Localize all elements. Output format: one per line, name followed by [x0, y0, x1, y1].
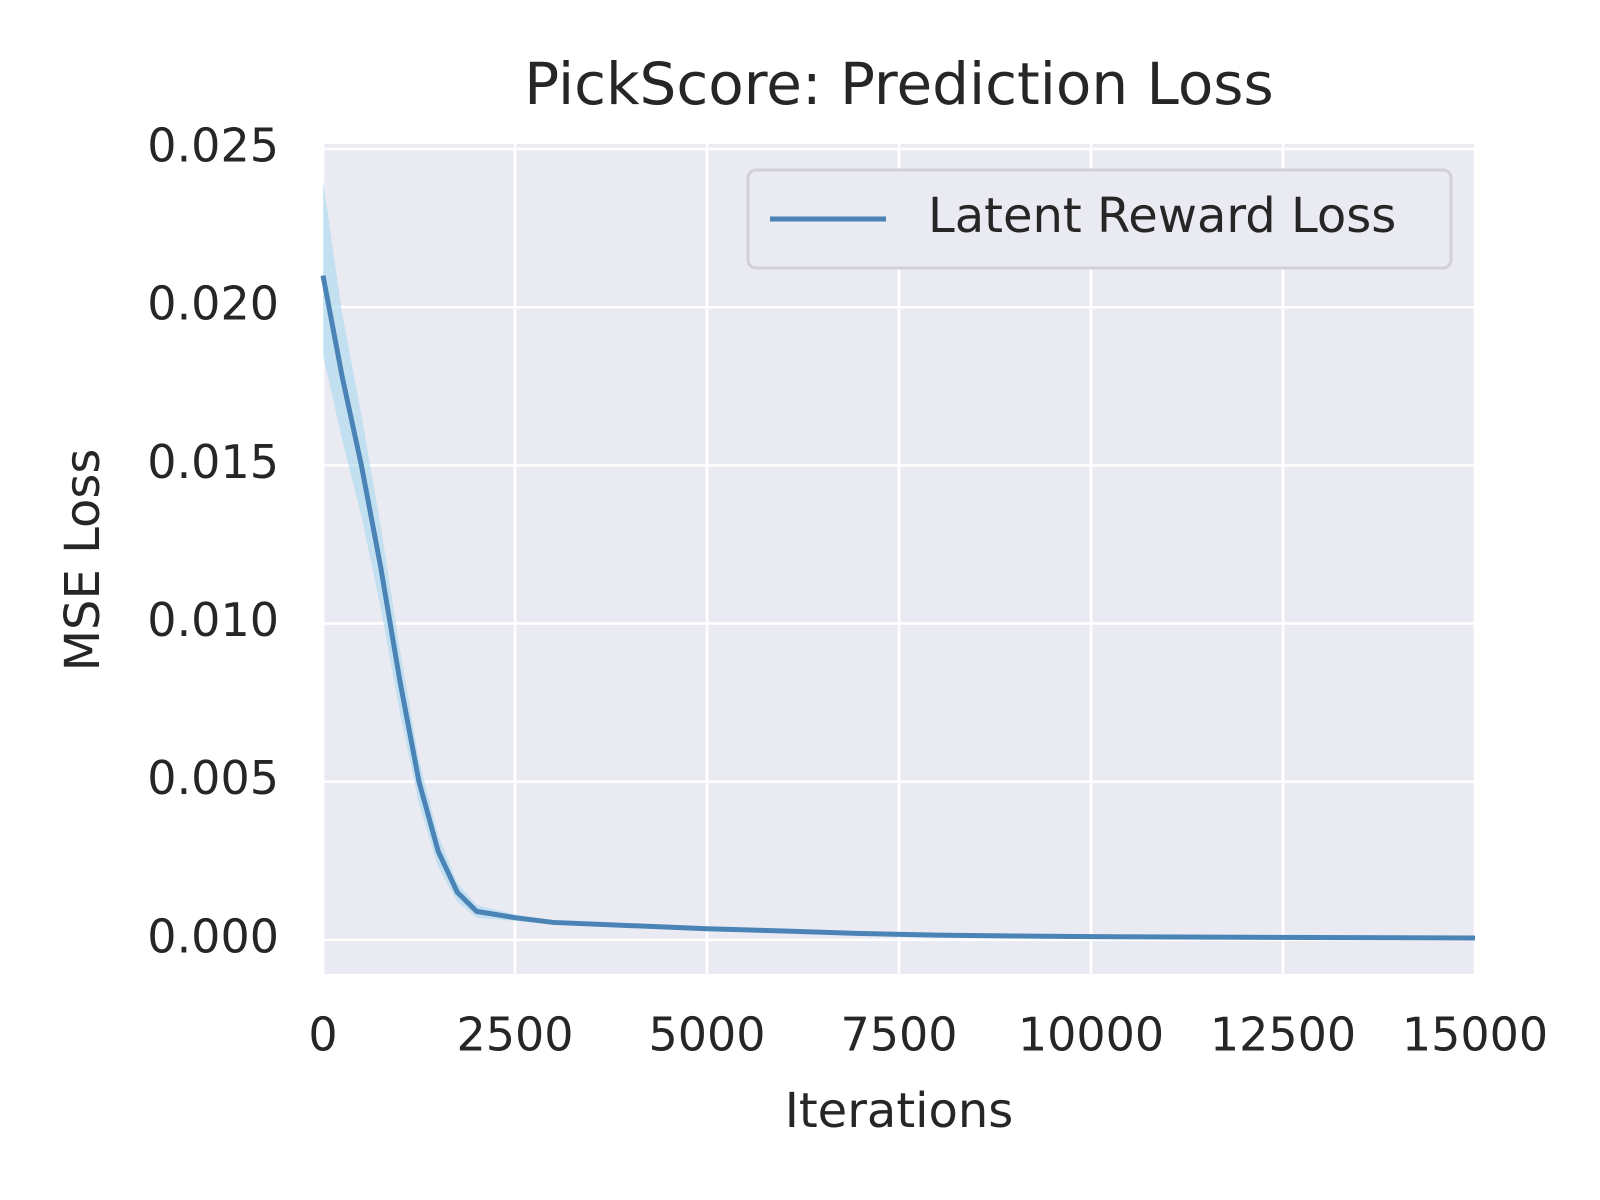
y-tick-label: 0.015: [147, 435, 279, 489]
y-tick-label: 0.020: [147, 277, 279, 331]
y-tick-label: 0.010: [147, 593, 279, 647]
legend-box: [746, 168, 1453, 270]
y-axis-label: MSE Loss: [55, 449, 111, 672]
x-tick-label: 5000: [648, 1008, 765, 1062]
y-tick-label: 0.000: [147, 909, 279, 963]
x-tick-label: 15000: [1402, 1008, 1548, 1062]
confidence-band: [323, 180, 1475, 939]
x-tick-label: 7500: [840, 1008, 957, 1062]
x-tick-label: 12500: [1210, 1008, 1356, 1062]
y-tick-label: 0.005: [147, 751, 279, 805]
chart-title: PickScore: Prediction Loss: [524, 50, 1274, 118]
legend: Latent Reward Loss: [746, 168, 1453, 270]
x-tick-label: 2500: [456, 1008, 573, 1062]
line: [320, 275, 1476, 941]
y-tick-label: 0.025: [147, 119, 279, 173]
legend-label: Latent Reward Loss: [928, 188, 1396, 244]
x-tick-label: 10000: [1018, 1008, 1164, 1062]
x-tick-label: 0: [308, 1008, 337, 1062]
x-axis-label: Iterations: [785, 1083, 1014, 1139]
